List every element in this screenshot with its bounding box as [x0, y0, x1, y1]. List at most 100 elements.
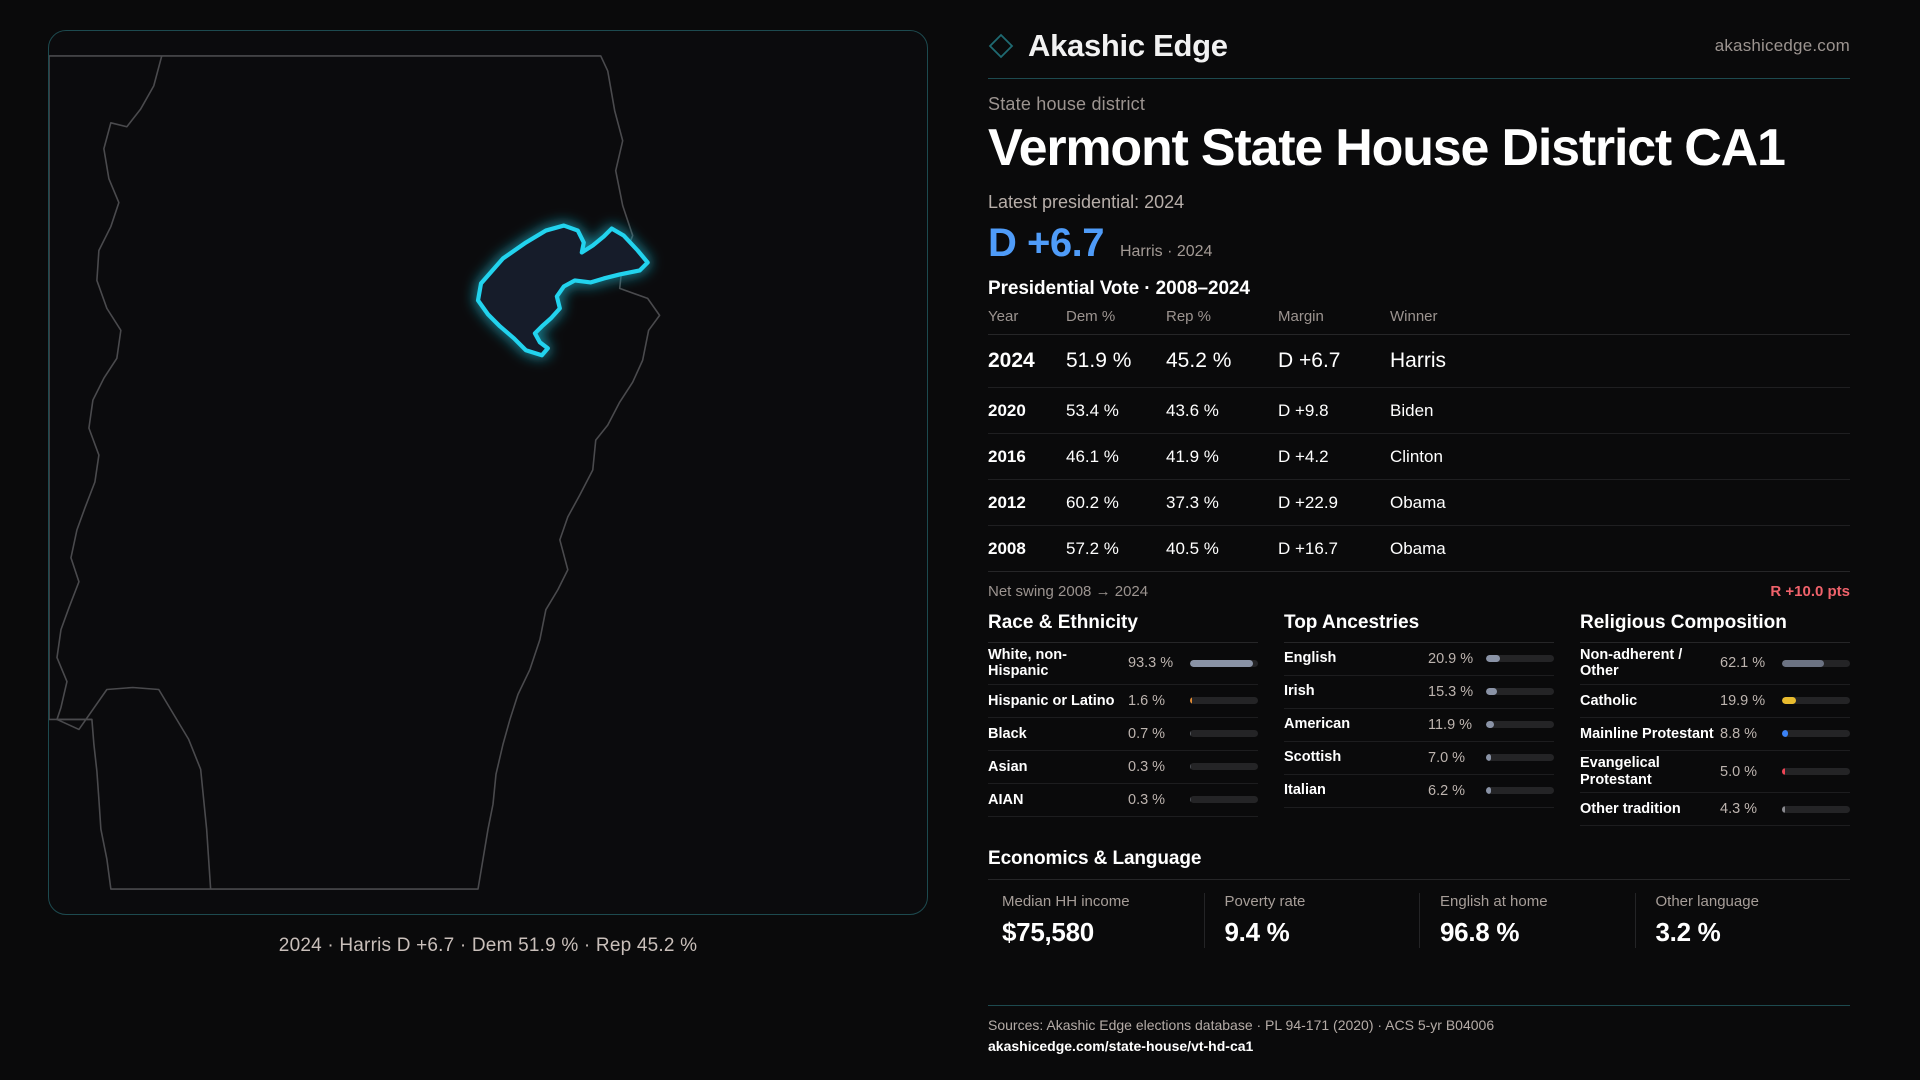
row-label: Mainline Protestant — [1580, 725, 1714, 742]
presidential-section-title: Presidential Vote · 2008–2024 — [988, 277, 1250, 299]
row-value: 5.0 % — [1720, 763, 1758, 780]
footer: Sources: Akashic Edge elections database… — [988, 1005, 1850, 1054]
stat-median-hh-income: Median HH income $75,580 — [988, 893, 1204, 948]
list-item: Other tradition 4.3 % — [1580, 793, 1850, 827]
list-item: Non-adherent / Other 62.1 % — [1580, 643, 1850, 685]
cell-dem: 53.4 % — [1066, 387, 1166, 434]
stat-value: 9.4 % — [1224, 917, 1290, 948]
row-bar — [1190, 659, 1258, 667]
list-item: AIAN 0.3 % — [988, 784, 1258, 817]
row-value: 6.2 % — [1428, 782, 1466, 799]
row-label: Asian — [988, 758, 1028, 775]
stat-label: Poverty rate — [1224, 893, 1306, 911]
row-value: 20.9 % — [1428, 650, 1474, 667]
row-value: 19.9 % — [1720, 692, 1766, 709]
stat-label: English at home — [1440, 893, 1548, 911]
cell-year: 2024 — [988, 334, 1066, 388]
row-value: 93.3 % — [1128, 655, 1174, 672]
row-bar — [1190, 796, 1258, 804]
cell-winner: Obama — [1390, 479, 1850, 526]
stat-english-at-home: English at home 96.8 % — [1419, 893, 1635, 949]
row-label: Evangelical Protestant — [1580, 754, 1660, 788]
row-bar — [1486, 721, 1554, 729]
row-label: Scottish — [1284, 749, 1342, 766]
page-kicker: State house district — [988, 94, 1146, 114]
table-row[interactable]: 2016 46.1 % 41.9 % D +4.2 Clinton — [988, 433, 1850, 480]
row-bar — [1486, 754, 1554, 762]
row-label: White, non-Hispanic — [988, 646, 1067, 680]
row-bar — [1782, 730, 1850, 738]
list-item: Evangelical Protestant 5.0 % — [1580, 751, 1850, 794]
cell-rep: 43.6 % — [1166, 387, 1278, 434]
table-row[interactable]: 2012 60.2 % 37.3 % D +22.9 Obama — [988, 479, 1850, 526]
panel-top-ancestries: Top Ancestries English 20.9 % Irish 15.3… — [1284, 612, 1554, 827]
row-label: Black — [988, 725, 1027, 742]
cell-margin: D +22.9 — [1278, 479, 1390, 526]
column-header-margin: Margin — [1278, 307, 1390, 335]
cell-dem: 60.2 % — [1066, 479, 1166, 526]
map-column: 2024 · Harris D +6.7 · Dem 51.9 % · Rep … — [0, 0, 955, 1080]
row-value: 1.6 % — [1128, 692, 1166, 709]
row-bar — [1190, 763, 1258, 771]
cell-winner: Harris — [1390, 334, 1850, 388]
panel-title: Race & Ethnicity — [988, 612, 1258, 643]
page-title: Vermont State House District CA1 — [988, 119, 1786, 177]
stat-other-language: Other language 3.2 % — [1634, 893, 1851, 949]
row-value: 0.7 % — [1128, 725, 1166, 742]
stat-poverty-rate: Poverty rate 9.4 % — [1203, 893, 1420, 949]
latest-presidential-label: Latest presidential: 2024 — [988, 191, 1185, 212]
row-bar — [1486, 655, 1554, 663]
headline-margin-row: D +6.7 Harris · 2024 — [988, 221, 1850, 266]
diamond-outline-icon — [988, 33, 1014, 59]
cell-year: 2016 — [988, 433, 1066, 480]
net-swing-label: Net swing 2008 → 2024 — [988, 582, 1149, 600]
column-header-winner: Winner — [1390, 307, 1850, 335]
stat-value: $75,580 — [1002, 917, 1094, 948]
row-label: Italian — [1284, 782, 1326, 799]
brand-left: Akashic Edge — [988, 28, 1228, 64]
row-value: 0.3 % — [1128, 758, 1166, 775]
brand-url: akashicedge.com — [1714, 36, 1850, 55]
headline-margin-note: Harris · 2024 — [1119, 242, 1213, 260]
list-item: White, non-Hispanic 93.3 % — [988, 643, 1258, 685]
row-value: 15.3 % — [1428, 683, 1474, 700]
row-label: AIAN — [988, 791, 1024, 808]
list-item: Mainline Protestant 8.8 % — [1580, 718, 1850, 751]
cell-dem: 46.1 % — [1066, 433, 1166, 480]
list-item: Catholic 19.9 % — [1580, 685, 1850, 718]
list-item: Scottish 7.0 % — [1284, 742, 1554, 775]
highlighted-district-path — [475, 223, 650, 358]
state-outline-path — [49, 55, 661, 890]
map-caption: 2024 · Harris D +6.7 · Dem 51.9 % · Rep … — [278, 935, 698, 956]
cell-rep: 40.5 % — [1166, 525, 1278, 572]
footer-url[interactable]: akashicedge.com/state-house/vt-hd-ca1 — [988, 1038, 1254, 1054]
cell-winner: Clinton — [1390, 433, 1850, 480]
row-bar — [1190, 730, 1258, 738]
economics-section-title: Economics & Language — [988, 848, 1850, 881]
footer-sources: Sources: Akashic Edge elections database… — [988, 1017, 1495, 1033]
cell-margin: D +9.8 — [1278, 387, 1390, 434]
cell-dem: 57.2 % — [1066, 525, 1166, 572]
net-swing-row: Net swing 2008 → 2024 R +10.0 pts — [988, 572, 1850, 603]
list-item: American 11.9 % — [1284, 709, 1554, 742]
row-bar — [1486, 688, 1554, 696]
cell-dem: 51.9 % — [1066, 334, 1166, 388]
row-value: 11.9 % — [1428, 716, 1473, 733]
map-frame[interactable] — [48, 30, 928, 915]
table-row[interactable]: 2020 53.4 % 43.6 % D +9.8 Biden — [988, 387, 1850, 434]
list-item: Italian 6.2 % — [1284, 775, 1554, 808]
row-label: English — [1284, 650, 1337, 667]
row-value: 62.1 % — [1720, 655, 1766, 672]
row-label: Non-adherent / Other — [1580, 646, 1683, 680]
table-row[interactable]: 2008 57.2 % 40.5 % D +16.7 Obama — [988, 525, 1850, 572]
state-southwest-notch-path — [56, 686, 212, 890]
list-item: Hispanic or Latino 1.6 % — [988, 685, 1258, 718]
column-header-dem: Dem % — [1066, 307, 1166, 335]
row-bar — [1782, 697, 1850, 705]
table-row[interactable]: 2024 51.9 % 45.2 % D +6.7 Harris — [988, 334, 1850, 388]
panel-title: Top Ancestries — [1284, 612, 1554, 643]
cell-margin: D +4.2 — [1278, 433, 1390, 480]
list-item: English 20.9 % — [1284, 643, 1554, 676]
list-item: Black 0.7 % — [988, 718, 1258, 751]
